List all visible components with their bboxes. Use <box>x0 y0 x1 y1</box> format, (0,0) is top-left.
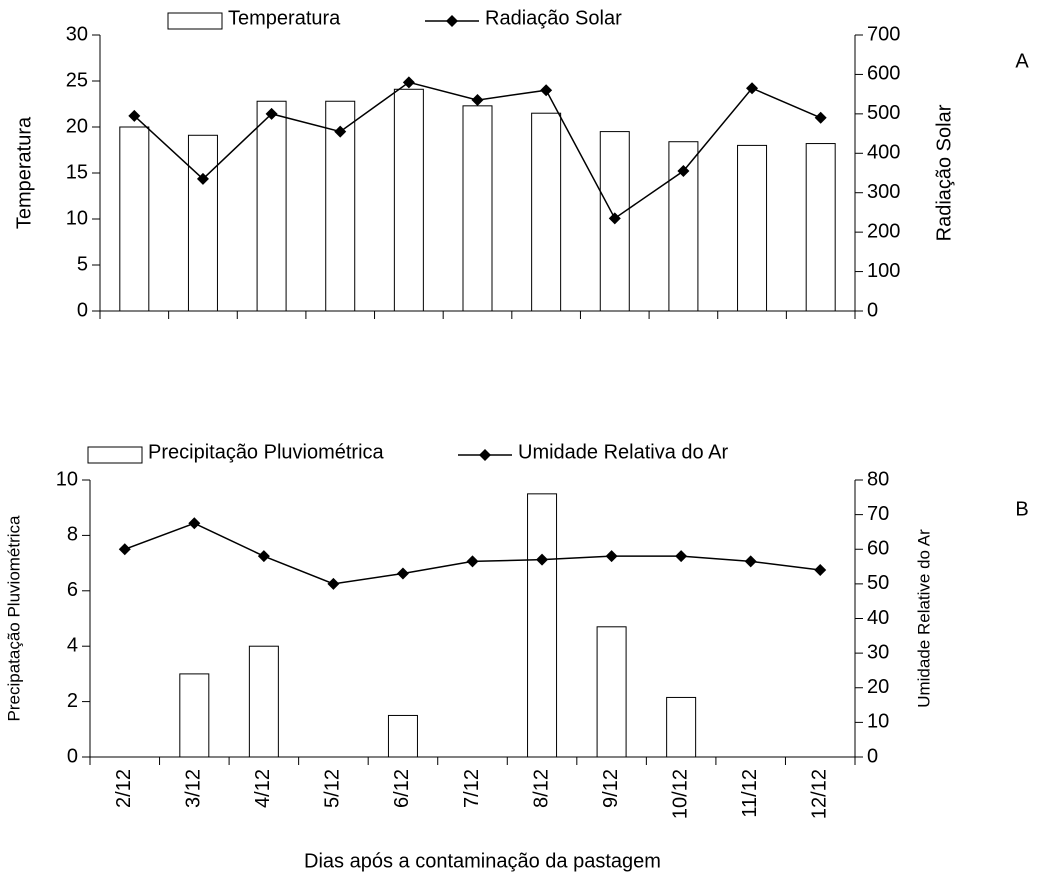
bar <box>805 143 836 312</box>
line-marker <box>814 111 827 124</box>
legend-marker <box>446 15 458 27</box>
y2-tick-label: 20 <box>867 676 889 698</box>
y2-tick-label: 30 <box>867 641 889 663</box>
line-marker <box>188 517 201 530</box>
annotation: B <box>1015 498 1028 520</box>
y2-tick-label: 0 <box>867 745 878 767</box>
y2-tick-label: 400 <box>867 142 900 164</box>
y2-tick-label: 70 <box>867 503 889 525</box>
line-marker <box>605 550 618 563</box>
y2-tick-label: 80 <box>867 468 889 490</box>
line-marker <box>608 212 621 225</box>
x-tick-label: 8/12 <box>530 769 552 808</box>
y-tick-label: 10 <box>56 468 78 490</box>
line-marker <box>540 84 553 97</box>
line-marker <box>327 577 340 590</box>
legend-marker <box>479 449 491 461</box>
y-tick-label: 0 <box>77 299 88 321</box>
line-marker <box>334 125 347 138</box>
bar <box>737 144 768 312</box>
x-tick-label: 5/12 <box>322 769 344 808</box>
line-marker <box>675 550 688 563</box>
line-marker <box>536 553 549 566</box>
y-tick-label: 30 <box>66 23 88 45</box>
legend-swatch <box>87 446 143 464</box>
x-tick-label: 2/12 <box>113 769 135 808</box>
y2-axis-title: Radiação Solar <box>933 104 955 241</box>
bar <box>248 645 279 758</box>
y2-tick-label: 500 <box>867 102 900 124</box>
line-marker <box>466 555 479 568</box>
legend-label: Radiação Solar <box>485 7 622 29</box>
y-tick-label: 6 <box>67 579 78 601</box>
line-marker <box>471 94 484 107</box>
line-marker <box>402 76 415 89</box>
y-tick-label: 20 <box>66 115 88 137</box>
y-tick-label: 2 <box>67 690 78 712</box>
x-axis-title: Dias após a contaminação da pastagem <box>304 850 661 872</box>
y-axis-title: Temperatura <box>13 116 35 229</box>
legend-label: Umidade Relativa do Ar <box>518 441 728 463</box>
y2-tick-label: 10 <box>867 711 889 733</box>
y2-tick-label: 0 <box>867 299 878 321</box>
bar <box>527 493 558 758</box>
line-marker <box>257 550 270 563</box>
y2-tick-label: 700 <box>867 23 900 45</box>
line <box>124 522 821 585</box>
y2-tick-label: 600 <box>867 63 900 85</box>
y-tick-label: 8 <box>67 524 78 546</box>
bar <box>387 714 418 758</box>
y-tick-label: 5 <box>77 253 88 275</box>
y2-tick-label: 200 <box>867 220 900 242</box>
bar <box>531 112 562 312</box>
x-tick-label: 3/12 <box>183 769 205 808</box>
y-axis-title: Precipatação Pluviométrica <box>4 515 23 722</box>
legend-swatch <box>167 12 223 30</box>
y2-tick-label: 50 <box>867 572 889 594</box>
y2-tick-label: 60 <box>867 538 889 560</box>
y2-tick-label: 300 <box>867 181 900 203</box>
bar <box>393 88 424 312</box>
bar <box>187 134 218 312</box>
bar <box>119 126 150 312</box>
line-marker <box>746 82 759 95</box>
x-tick-label: 11/12 <box>739 769 761 818</box>
y2-tick-label: 40 <box>867 607 889 629</box>
legend-label: Temperatura <box>228 7 341 29</box>
annotation: A <box>1015 50 1029 72</box>
x-tick-label: 9/12 <box>600 769 622 808</box>
line-marker <box>128 109 141 122</box>
y-tick-label: 0 <box>67 745 78 767</box>
legend-label: Precipitação Pluviométrica <box>148 441 385 463</box>
y-tick-label: 25 <box>66 69 88 91</box>
x-tick-label: 4/12 <box>252 769 274 808</box>
x-tick-label: 6/12 <box>391 769 413 808</box>
bar <box>462 105 493 312</box>
line-marker <box>677 165 690 178</box>
y-tick-label: 4 <box>67 634 78 656</box>
x-tick-label: 7/12 <box>461 769 483 808</box>
line-marker <box>118 543 131 556</box>
line-marker <box>814 564 827 577</box>
line-marker <box>196 172 209 185</box>
line-marker <box>396 567 409 580</box>
line-marker <box>265 107 278 120</box>
y2-axis-title: Umidade Relative do Ar <box>914 529 933 708</box>
y-tick-label: 10 <box>66 207 88 229</box>
bar <box>596 626 627 758</box>
y-tick-label: 15 <box>66 161 88 183</box>
bar <box>666 696 697 758</box>
x-tick-label: 10/12 <box>669 769 691 819</box>
bar <box>256 100 287 312</box>
line-marker <box>744 555 757 568</box>
bar <box>179 673 210 758</box>
x-tick-label: 12/12 <box>809 769 831 819</box>
y2-tick-label: 100 <box>867 260 900 282</box>
